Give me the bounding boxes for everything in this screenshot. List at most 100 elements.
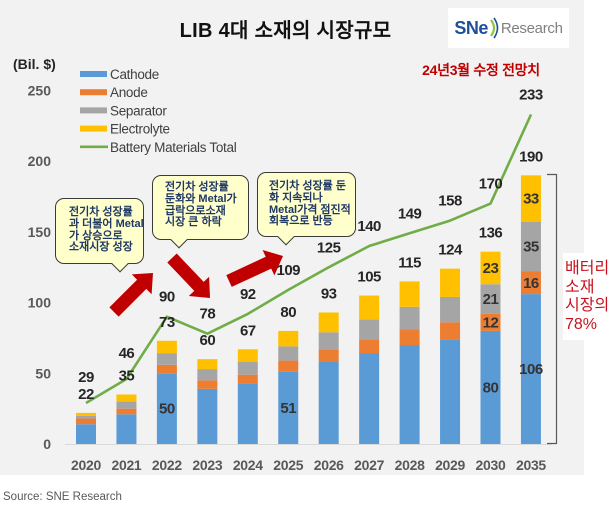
bar-segment-electrolyte bbox=[156, 340, 177, 354]
bar-total-label: 136 bbox=[479, 225, 503, 242]
x-tick-label: 2024 bbox=[233, 457, 263, 473]
sne-research-logo: SNe Research bbox=[448, 8, 569, 48]
line-value-label: 125 bbox=[317, 239, 341, 256]
callout-line: 회복으로 반등 bbox=[269, 215, 333, 228]
segment-value-label: 51 bbox=[280, 400, 296, 417]
legend-label-battery-materials-total: Battery Materials Total bbox=[110, 140, 237, 155]
logo-suffix: Research bbox=[500, 19, 563, 37]
bar-segment-electrolyte bbox=[399, 281, 420, 307]
segment-value-label: 35 bbox=[523, 239, 539, 256]
share-bracket bbox=[547, 173, 558, 445]
bar-segment-anode bbox=[440, 322, 461, 340]
bar-total-label: 124 bbox=[438, 242, 463, 259]
bar-total-label: 67 bbox=[240, 322, 256, 339]
bar-segment-separator bbox=[520, 222, 541, 272]
line-layer bbox=[85, 113, 533, 405]
line-value-label: 78 bbox=[200, 306, 216, 323]
logo-arc-icon bbox=[489, 17, 499, 39]
bar-segment-cathode bbox=[399, 345, 420, 444]
bar-segment-cathode bbox=[156, 373, 177, 444]
bar-segment-electrolyte bbox=[197, 359, 218, 370]
bar-segment-anode bbox=[480, 313, 501, 331]
bar-segment-electrolyte bbox=[359, 295, 380, 320]
x-tick-label: 2020 bbox=[71, 457, 101, 473]
data-labels: 22 35 50 73 60 67 51 80 93 105 115 124 80 12 21 23 136 10… bbox=[78, 87, 543, 418]
segment-value-label: 21 bbox=[483, 291, 499, 308]
callout-line: 소재시장 성장 bbox=[69, 241, 133, 254]
logo-brand: SNe bbox=[454, 17, 488, 38]
bar-segment-cathode bbox=[520, 294, 541, 444]
trend-arrow-down-icon bbox=[167, 253, 210, 298]
source-note: Source: SNE Research bbox=[3, 491, 122, 503]
bar-segment-electrolyte bbox=[237, 349, 258, 362]
callout-line: 화 지속되나 bbox=[269, 191, 323, 204]
y-tick-label: 200 bbox=[28, 153, 52, 169]
bar-total-label: 80 bbox=[280, 304, 296, 321]
bar-segment-cathode bbox=[440, 339, 461, 444]
share-note-line: 시장의 bbox=[565, 297, 610, 315]
y-tick-label: 250 bbox=[28, 83, 52, 99]
bar-total-label: 115 bbox=[398, 254, 421, 271]
bar-segment-cathode bbox=[480, 330, 501, 444]
callout-line: 가 상승으로 bbox=[69, 229, 123, 242]
chart-title: LIB 4대 소재의 시장규모 bbox=[179, 20, 392, 42]
line-value-label: 92 bbox=[240, 286, 256, 303]
series-line-battery-materials-total bbox=[85, 113, 533, 405]
bar-segment-anode bbox=[520, 271, 541, 295]
legend-label-separator: Separator bbox=[110, 103, 167, 118]
legend-label-cathode: Cathode bbox=[110, 67, 159, 82]
trend-arrows bbox=[109, 250, 283, 317]
legend-swatch-cathode bbox=[80, 71, 107, 77]
segment-value-label: 16 bbox=[523, 275, 539, 292]
bar-segment-electrolyte bbox=[440, 268, 461, 297]
bar-segment-separator bbox=[156, 353, 177, 365]
callout-growth-2022: 전기차 성장률 과 더불어 Metal 가 상승으로 소재시장 성장 bbox=[55, 198, 144, 273]
segment-value-label: 50 bbox=[159, 401, 175, 418]
bar-segment-cathode bbox=[197, 388, 218, 444]
bar-total-label: 35 bbox=[119, 368, 135, 385]
bar-segment-cathode bbox=[359, 353, 380, 444]
line-value-label: 233 bbox=[519, 87, 543, 104]
bar-segment-electrolyte bbox=[318, 312, 339, 333]
bar-segment-separator bbox=[237, 361, 258, 375]
bar-layer bbox=[76, 175, 541, 444]
share-note-line: 배터리 bbox=[565, 260, 610, 277]
x-tick-label: 2021 bbox=[111, 457, 141, 473]
bar-segment-electrolyte bbox=[480, 251, 501, 285]
bar-segment-anode bbox=[359, 339, 380, 354]
bar-total-label: 73 bbox=[159, 314, 175, 331]
x-tick-label: 2026 bbox=[314, 457, 344, 473]
callout-line: 시장 큰 하락 bbox=[165, 216, 222, 229]
x-tick-label: 2022 bbox=[152, 457, 182, 473]
legend: Cathode Anode Separator Electrolyte Battery … bbox=[80, 67, 237, 155]
bar-segment-electrolyte bbox=[116, 394, 137, 402]
x-tick-label: 2028 bbox=[395, 457, 425, 473]
line-value-label: 90 bbox=[159, 289, 175, 306]
segment-value-label: 80 bbox=[483, 379, 499, 396]
callout-line: 과 더불어 Metal bbox=[69, 217, 144, 230]
share-note-line: 소재 bbox=[565, 278, 595, 296]
line-value-label: 158 bbox=[438, 193, 462, 210]
callout-line: 급락으로소재 bbox=[165, 204, 226, 217]
bar-segment-separator bbox=[116, 401, 137, 409]
x-tick-label: 2023 bbox=[192, 457, 222, 473]
bar-segment-separator bbox=[480, 284, 501, 314]
line-value-label: 149 bbox=[398, 205, 422, 222]
callout-decline-2023: 전기차 성장률 둔화와 Metal가 급락으로소재 시장 큰 하락 bbox=[152, 175, 249, 249]
bar-segment-anode bbox=[197, 380, 218, 389]
x-tick-label: 2025 bbox=[273, 457, 303, 473]
legend-label-anode: Anode bbox=[110, 85, 148, 100]
bar-segment-anode bbox=[318, 349, 339, 362]
x-tick-label: 2035 bbox=[516, 457, 546, 473]
segment-value-label: 23 bbox=[483, 260, 499, 277]
legend-label-electrolyte: Electrolyte bbox=[110, 122, 170, 137]
callout-line: 전기차 성장률 둔 bbox=[269, 180, 346, 192]
line-value-label: 140 bbox=[357, 218, 381, 235]
bar-segment-separator bbox=[197, 369, 218, 381]
bar-segment-cathode bbox=[237, 383, 258, 444]
bar-segment-separator bbox=[278, 346, 299, 361]
callout-line: Metal가격 점진적 bbox=[269, 203, 351, 216]
callout-line: 전기차 성장률 bbox=[69, 206, 133, 218]
line-value-label: 109 bbox=[276, 262, 300, 279]
